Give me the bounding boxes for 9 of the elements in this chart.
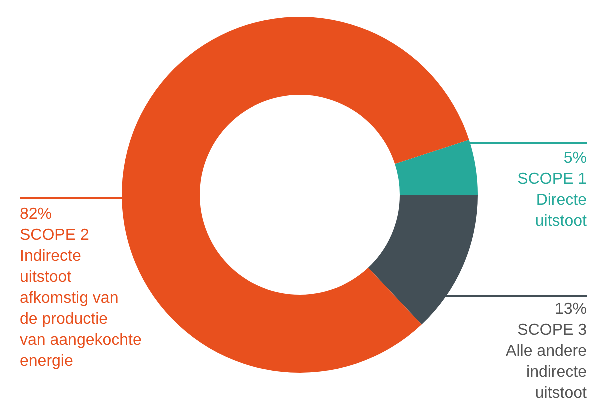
text: Alle andere indirecte uitstoot (506, 343, 588, 402)
slice-label: SCOPE 2 (20, 227, 90, 244)
text: Directe uitstoot (535, 192, 588, 230)
slice-label: SCOPE 3 (518, 322, 588, 339)
slice-label: SCOPE 1 (518, 171, 588, 188)
data-label: 82% (20, 206, 52, 223)
text: Indirecte uitstoot afkomstig van de productie van aangekochte energie (20, 248, 142, 370)
data-label: 5% (564, 150, 587, 167)
data-label: 13% (554, 301, 587, 318)
